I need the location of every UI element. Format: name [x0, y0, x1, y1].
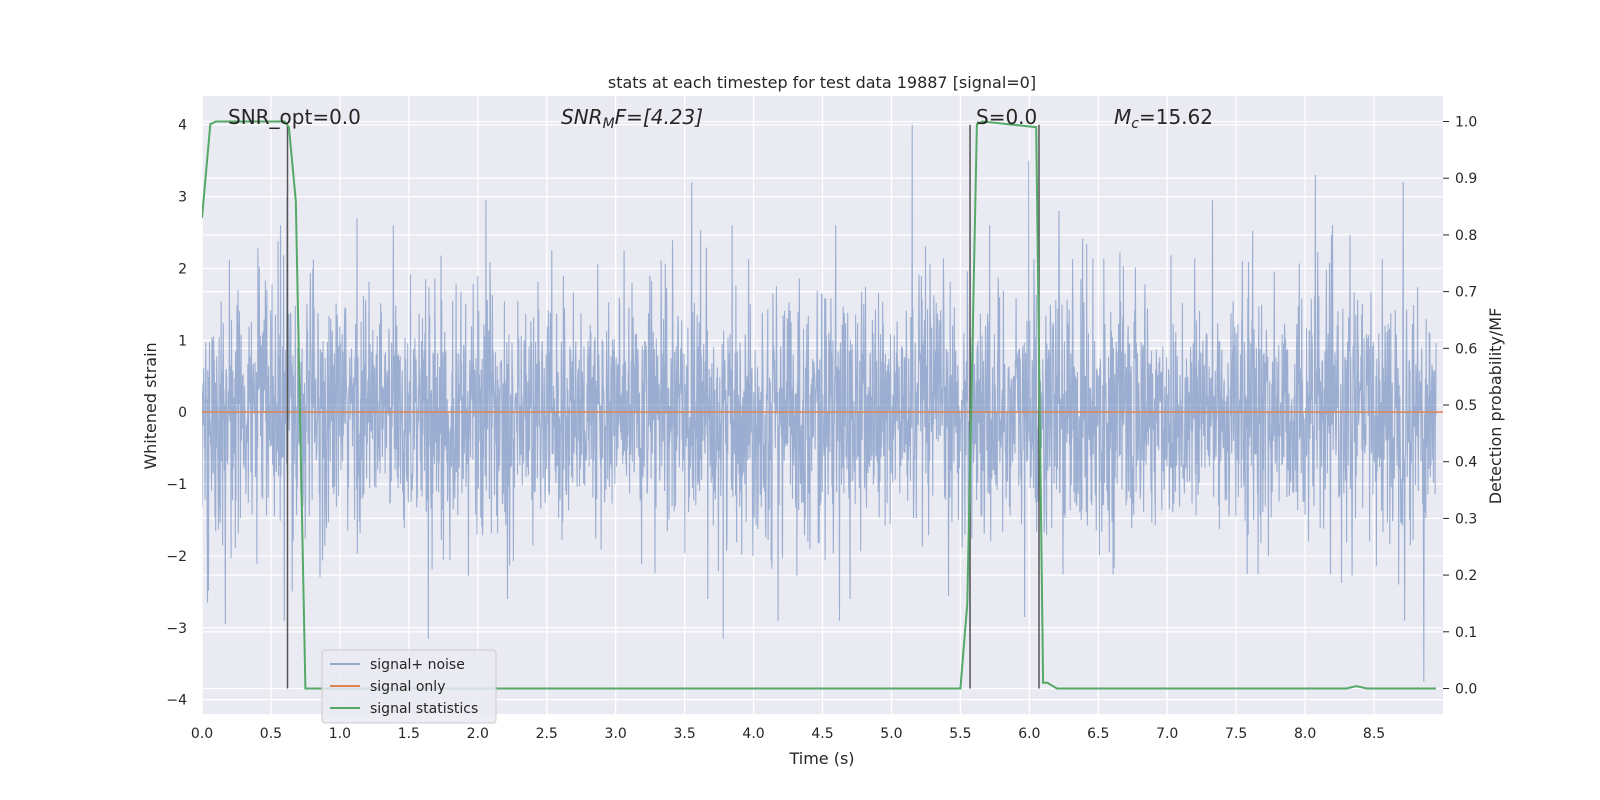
x-tick-label: 3.0 — [605, 726, 627, 742]
x-tick-label: 8.5 — [1363, 726, 1385, 742]
legend-label-signal-noise: signal+ noise — [370, 657, 465, 673]
annotation-snr-mf-rest: F=[4.23] — [615, 105, 703, 129]
y-tick-label-right: 0.0 — [1455, 681, 1477, 697]
legend-box — [321, 649, 497, 724]
x-tick-label: 3.5 — [673, 726, 695, 742]
x-tick-label: 8.0 — [1294, 726, 1316, 742]
annotation-snr-mf-sub: M — [603, 116, 615, 132]
y-tick-label-right: 0.6 — [1455, 341, 1477, 357]
x-tick-label: 2.5 — [536, 726, 558, 742]
series-signal-statistics — [202, 120, 1437, 690]
x-tick-label: 0.0 — [191, 726, 213, 742]
y-tick-label-left: 0 — [178, 405, 187, 421]
legend-label-signal-only: signal only — [370, 679, 445, 695]
y-tick-label-right: 0.7 — [1455, 285, 1477, 301]
y-tick-label-left: 2 — [178, 261, 187, 277]
x-tick-label: 2.0 — [467, 726, 489, 742]
y-tick-label-right: 0.1 — [1455, 625, 1477, 641]
annotation-snr-mf: SNRMF=[4.23] — [561, 105, 703, 132]
y-tick-label-right: 0.2 — [1455, 568, 1477, 584]
y-tick-label-left: −3 — [166, 621, 187, 637]
y-tick-label-left: 4 — [178, 118, 187, 134]
annotation-snr-opt: SNR_opt=0.0 — [228, 105, 361, 129]
x-tick-label: 7.0 — [1156, 726, 1178, 742]
legend-label-signal-statistics: signal statistics — [370, 701, 478, 717]
x-tick-label: 1.5 — [398, 726, 420, 742]
y-axis-right-ticks: 0.0 0.1 0.2 0.3 0.4 0.5 0.6 0.7 0.8 0.9 1.0 — [1443, 115, 1477, 697]
x-tick-label: 6.0 — [1018, 726, 1040, 742]
annotation-mc-main: M — [1114, 105, 1131, 129]
y-tick-label-right: 0.5 — [1455, 398, 1477, 414]
annotation-snr-mf-main: SNR — [561, 105, 603, 129]
signal-statistics-line — [202, 120, 1437, 690]
annotation-s: S=0.0 — [976, 105, 1037, 129]
x-tick-label: 1.0 — [329, 726, 351, 742]
y-tick-label-left: −4 — [166, 693, 187, 709]
x-tick-label: 5.5 — [949, 726, 971, 742]
x-tick-label: 4.5 — [811, 726, 833, 742]
chart-title: stats at each timestep for test data 198… — [608, 73, 1036, 92]
x-tick-label: 4.0 — [742, 726, 764, 742]
x-tick-label: 5.0 — [880, 726, 902, 742]
x-tick-label: 7.5 — [1225, 726, 1247, 742]
y-tick-label-left: 1 — [178, 333, 187, 349]
y-tick-label-left: −1 — [166, 477, 187, 493]
y-axis-left-ticks: −4 −3 −2 −1 0 1 2 3 4 — [166, 118, 187, 709]
noise-trace — [202, 124, 1437, 682]
annotation-mc: Mc=15.62 — [1114, 105, 1213, 132]
y-tick-label-left: −2 — [166, 549, 187, 565]
x-tick-label: 6.5 — [1087, 726, 1109, 742]
x-axis-ticks: 0.0 0.5 1.0 1.5 2.0 2.5 3.0 3.5 4.0 4.5 5.0 5.5 6.0 6… — [191, 726, 1385, 742]
series-signal-noise — [202, 124, 1437, 682]
annotation-mc-sub: c — [1131, 116, 1139, 132]
annotations: SNR_opt=0.0 SNRMF=[4.23] S=0.0 Mc=15.62 — [228, 105, 1213, 132]
annotation-mc-rest: =15.62 — [1139, 105, 1213, 129]
y-tick-label-right: 0.3 — [1455, 511, 1477, 527]
x-axis-label: Time (s) — [788, 749, 854, 768]
y-axis-right-label: Detection probability/MF — [1486, 308, 1505, 505]
y-axis-left-label: Whitened strain — [141, 342, 160, 469]
x-tick-label: 0.5 — [260, 726, 282, 742]
y-tick-label-right: 0.4 — [1455, 455, 1477, 471]
y-tick-label-right: 0.9 — [1455, 171, 1477, 187]
y-tick-label-right: 0.8 — [1455, 228, 1477, 244]
legend: signal+ noise signal only signal statist… — [321, 649, 497, 724]
y-tick-label-right: 1.0 — [1455, 115, 1477, 131]
y-tick-label-left: 3 — [178, 190, 187, 206]
